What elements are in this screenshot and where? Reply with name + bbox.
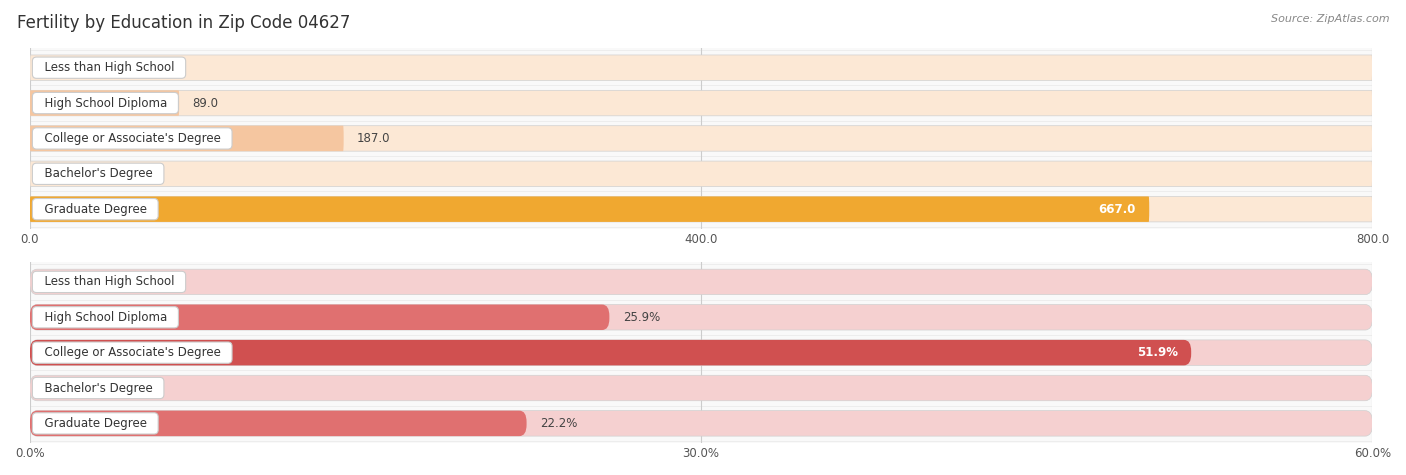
- FancyBboxPatch shape: [30, 90, 179, 116]
- Text: 89.0: 89.0: [193, 96, 218, 110]
- Text: Graduate Degree: Graduate Degree: [37, 417, 155, 430]
- FancyBboxPatch shape: [30, 411, 1372, 436]
- Text: Less than High School: Less than High School: [37, 276, 181, 288]
- FancyBboxPatch shape: [30, 304, 1372, 330]
- FancyBboxPatch shape: [30, 55, 1372, 80]
- FancyBboxPatch shape: [30, 340, 1191, 365]
- Text: 667.0: 667.0: [1098, 203, 1136, 216]
- FancyBboxPatch shape: [30, 304, 609, 330]
- FancyBboxPatch shape: [30, 126, 343, 151]
- FancyBboxPatch shape: [30, 90, 1372, 116]
- Text: 22.2%: 22.2%: [540, 417, 578, 430]
- Text: Bachelor's Degree: Bachelor's Degree: [37, 167, 160, 180]
- FancyBboxPatch shape: [30, 126, 1372, 151]
- Text: 51.9%: 51.9%: [1137, 346, 1178, 359]
- Text: 0.0: 0.0: [44, 167, 62, 180]
- Text: College or Associate's Degree: College or Associate's Degree: [37, 132, 228, 145]
- FancyBboxPatch shape: [30, 161, 1372, 187]
- Text: 0.0%: 0.0%: [44, 276, 73, 288]
- FancyBboxPatch shape: [30, 269, 1372, 294]
- Text: High School Diploma: High School Diploma: [37, 311, 174, 324]
- Text: 0.0: 0.0: [44, 61, 62, 74]
- Text: College or Associate's Degree: College or Associate's Degree: [37, 346, 228, 359]
- Text: High School Diploma: High School Diploma: [37, 96, 174, 110]
- Text: Fertility by Education in Zip Code 04627: Fertility by Education in Zip Code 04627: [17, 14, 350, 32]
- FancyBboxPatch shape: [30, 197, 1372, 222]
- Text: 25.9%: 25.9%: [623, 311, 659, 324]
- Text: Bachelor's Degree: Bachelor's Degree: [37, 381, 160, 395]
- Text: Graduate Degree: Graduate Degree: [37, 203, 155, 216]
- Text: Source: ZipAtlas.com: Source: ZipAtlas.com: [1271, 14, 1389, 24]
- Text: 0.0%: 0.0%: [44, 381, 73, 395]
- FancyBboxPatch shape: [30, 411, 527, 436]
- FancyBboxPatch shape: [30, 375, 1372, 401]
- FancyBboxPatch shape: [30, 197, 1149, 222]
- Text: Less than High School: Less than High School: [37, 61, 181, 74]
- FancyBboxPatch shape: [30, 340, 1372, 365]
- Text: 187.0: 187.0: [357, 132, 391, 145]
